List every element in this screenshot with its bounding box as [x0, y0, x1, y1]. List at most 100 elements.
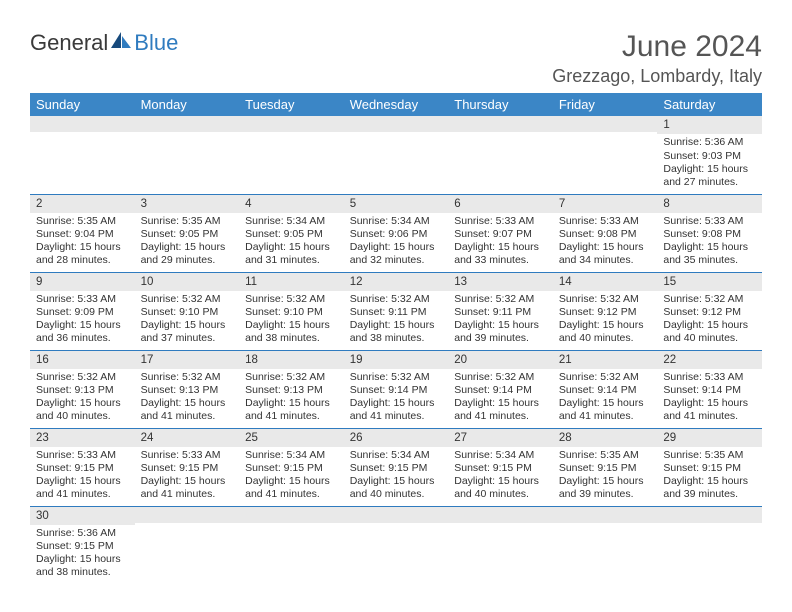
day-number: [553, 116, 658, 132]
sunset-text: Sunset: 9:15 PM: [245, 462, 338, 475]
day-number: [30, 116, 135, 132]
calendar-day-cell: 21Sunrise: 5:32 AMSunset: 9:14 PMDayligh…: [553, 350, 658, 428]
calendar-day-cell: 2Sunrise: 5:35 AMSunset: 9:04 PMDaylight…: [30, 194, 135, 272]
day-body: Sunrise: 5:32 AMSunset: 9:14 PMDaylight:…: [553, 369, 658, 428]
day-number: 18: [239, 351, 344, 369]
day-body: Sunrise: 5:33 AMSunset: 9:07 PMDaylight:…: [448, 213, 553, 272]
sunrise-text: Sunrise: 5:32 AM: [663, 293, 756, 306]
sunset-text: Sunset: 9:15 PM: [36, 540, 129, 553]
calendar-day-cell: [135, 116, 240, 194]
calendar-day-cell: 29Sunrise: 5:35 AMSunset: 9:15 PMDayligh…: [657, 428, 762, 506]
day-body: [448, 132, 553, 138]
daylight-text: Daylight: 15 hours and 40 minutes.: [350, 475, 443, 501]
daylight-text: Daylight: 15 hours and 35 minutes.: [663, 241, 756, 267]
daylight-text: Daylight: 15 hours and 33 minutes.: [454, 241, 547, 267]
day-body: [239, 132, 344, 138]
sunrise-text: Sunrise: 5:36 AM: [36, 527, 129, 540]
sunset-text: Sunset: 9:15 PM: [350, 462, 443, 475]
calendar-day-cell: 20Sunrise: 5:32 AMSunset: 9:14 PMDayligh…: [448, 350, 553, 428]
calendar-day-cell: [657, 506, 762, 584]
sunrise-text: Sunrise: 5:33 AM: [454, 215, 547, 228]
day-number: 30: [30, 507, 135, 525]
sunset-text: Sunset: 9:14 PM: [559, 384, 652, 397]
sail-icon: [110, 30, 132, 56]
sunset-text: Sunset: 9:13 PM: [36, 384, 129, 397]
day-number: 2: [30, 195, 135, 213]
daylight-text: Daylight: 15 hours and 41 minutes.: [141, 397, 234, 423]
day-body: Sunrise: 5:32 AMSunset: 9:13 PMDaylight:…: [30, 369, 135, 428]
day-body: Sunrise: 5:35 AMSunset: 9:04 PMDaylight:…: [30, 213, 135, 272]
calendar-day-cell: [30, 116, 135, 194]
sunset-text: Sunset: 9:10 PM: [141, 306, 234, 319]
daylight-text: Daylight: 15 hours and 40 minutes.: [559, 319, 652, 345]
sunrise-text: Sunrise: 5:33 AM: [663, 371, 756, 384]
calendar-day-cell: [344, 116, 449, 194]
day-number: [135, 507, 240, 523]
calendar-day-cell: 24Sunrise: 5:33 AMSunset: 9:15 PMDayligh…: [135, 428, 240, 506]
daylight-text: Daylight: 15 hours and 32 minutes.: [350, 241, 443, 267]
sunset-text: Sunset: 9:15 PM: [141, 462, 234, 475]
calendar-day-cell: 4Sunrise: 5:34 AMSunset: 9:05 PMDaylight…: [239, 194, 344, 272]
day-body: Sunrise: 5:32 AMSunset: 9:10 PMDaylight:…: [239, 291, 344, 350]
sunset-text: Sunset: 9:15 PM: [454, 462, 547, 475]
sunset-text: Sunset: 9:14 PM: [663, 384, 756, 397]
day-number: 22: [657, 351, 762, 369]
header: General Blue June 2024 Grezzago, Lombard…: [30, 30, 762, 87]
calendar-day-cell: 22Sunrise: 5:33 AMSunset: 9:14 PMDayligh…: [657, 350, 762, 428]
calendar-day-cell: 5Sunrise: 5:34 AMSunset: 9:06 PMDaylight…: [344, 194, 449, 272]
sunrise-text: Sunrise: 5:33 AM: [559, 215, 652, 228]
day-body: Sunrise: 5:35 AMSunset: 9:05 PMDaylight:…: [135, 213, 240, 272]
day-body: [553, 523, 658, 529]
sunrise-text: Sunrise: 5:32 AM: [141, 371, 234, 384]
sunrise-text: Sunrise: 5:34 AM: [245, 215, 338, 228]
daylight-text: Daylight: 15 hours and 29 minutes.: [141, 241, 234, 267]
sunset-text: Sunset: 9:12 PM: [559, 306, 652, 319]
calendar-day-cell: 13Sunrise: 5:32 AMSunset: 9:11 PMDayligh…: [448, 272, 553, 350]
day-number: 17: [135, 351, 240, 369]
calendar-day-cell: 15Sunrise: 5:32 AMSunset: 9:12 PMDayligh…: [657, 272, 762, 350]
daylight-text: Daylight: 15 hours and 41 minutes.: [559, 397, 652, 423]
day-number: 26: [344, 429, 449, 447]
day-body: Sunrise: 5:32 AMSunset: 9:12 PMDaylight:…: [553, 291, 658, 350]
day-number: 7: [553, 195, 658, 213]
day-number: [657, 507, 762, 523]
daylight-text: Daylight: 15 hours and 41 minutes.: [245, 397, 338, 423]
sunrise-text: Sunrise: 5:33 AM: [36, 449, 129, 462]
sunrise-text: Sunrise: 5:35 AM: [141, 215, 234, 228]
month-title: June 2024: [552, 30, 762, 64]
calendar-day-cell: 23Sunrise: 5:33 AMSunset: 9:15 PMDayligh…: [30, 428, 135, 506]
sunrise-text: Sunrise: 5:32 AM: [141, 293, 234, 306]
weekday-header: Monday: [135, 93, 240, 116]
daylight-text: Daylight: 15 hours and 39 minutes.: [454, 319, 547, 345]
calendar-day-cell: 16Sunrise: 5:32 AMSunset: 9:13 PMDayligh…: [30, 350, 135, 428]
sunset-text: Sunset: 9:15 PM: [36, 462, 129, 475]
day-body: Sunrise: 5:33 AMSunset: 9:08 PMDaylight:…: [553, 213, 658, 272]
day-body: Sunrise: 5:33 AMSunset: 9:15 PMDaylight:…: [135, 447, 240, 506]
sunrise-text: Sunrise: 5:35 AM: [663, 449, 756, 462]
sunrise-text: Sunrise: 5:32 AM: [559, 371, 652, 384]
calendar-day-cell: 14Sunrise: 5:32 AMSunset: 9:12 PMDayligh…: [553, 272, 658, 350]
calendar-day-cell: 12Sunrise: 5:32 AMSunset: 9:11 PMDayligh…: [344, 272, 449, 350]
sunset-text: Sunset: 9:15 PM: [663, 462, 756, 475]
daylight-text: Daylight: 15 hours and 39 minutes.: [663, 475, 756, 501]
day-body: [239, 523, 344, 529]
weekday-header: Saturday: [657, 93, 762, 116]
day-body: Sunrise: 5:32 AMSunset: 9:14 PMDaylight:…: [448, 369, 553, 428]
sunrise-text: Sunrise: 5:34 AM: [245, 449, 338, 462]
daylight-text: Daylight: 15 hours and 41 minutes.: [350, 397, 443, 423]
day-body: Sunrise: 5:36 AMSunset: 9:03 PMDaylight:…: [657, 134, 762, 193]
sunrise-text: Sunrise: 5:35 AM: [36, 215, 129, 228]
daylight-text: Daylight: 15 hours and 41 minutes.: [663, 397, 756, 423]
calendar-day-cell: 18Sunrise: 5:32 AMSunset: 9:13 PMDayligh…: [239, 350, 344, 428]
sunset-text: Sunset: 9:05 PM: [245, 228, 338, 241]
day-body: Sunrise: 5:33 AMSunset: 9:14 PMDaylight:…: [657, 369, 762, 428]
sunrise-text: Sunrise: 5:32 AM: [245, 293, 338, 306]
weekday-header-row: SundayMondayTuesdayWednesdayThursdayFrid…: [30, 93, 762, 116]
calendar-day-cell: 1Sunrise: 5:36 AMSunset: 9:03 PMDaylight…: [657, 116, 762, 194]
calendar-day-cell: 19Sunrise: 5:32 AMSunset: 9:14 PMDayligh…: [344, 350, 449, 428]
day-number: 9: [30, 273, 135, 291]
day-number: [553, 507, 658, 523]
day-number: [448, 116, 553, 132]
sunrise-text: Sunrise: 5:32 AM: [559, 293, 652, 306]
calendar-week-row: 16Sunrise: 5:32 AMSunset: 9:13 PMDayligh…: [30, 350, 762, 428]
